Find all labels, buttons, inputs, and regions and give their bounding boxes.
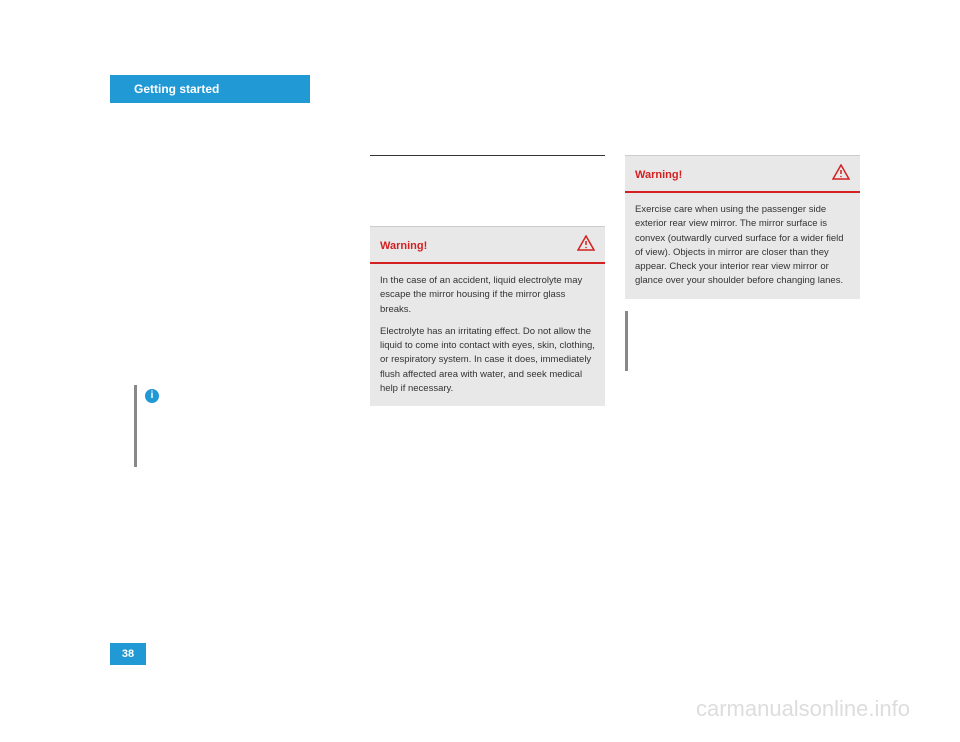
info-icon: i: [145, 389, 159, 403]
page-number: 38: [110, 643, 146, 665]
warning-title: Warning!: [380, 240, 427, 252]
warning-paragraph: Electrolyte has an irritating effect. Do…: [380, 325, 595, 396]
watermark: carmanualsonline.info: [696, 696, 910, 722]
section-divider: [370, 155, 605, 156]
warning-title: Warning!: [635, 169, 682, 181]
warning-header: Warning!: [625, 156, 860, 193]
section-intro: [370, 166, 605, 216]
warning-triangle-icon: [832, 164, 850, 185]
warning-box-electrolyte: Warning! In the case of an accident, liq…: [370, 226, 605, 406]
warning-paragraph: In the case of an accident, liquid elect…: [380, 274, 595, 317]
column-3: Warning! Exercise care when using the pa…: [625, 155, 860, 371]
warning-box-mirror: Warning! Exercise care when using the pa…: [625, 155, 860, 299]
watermark-text: carmanualsonline.info: [696, 696, 910, 721]
page-number-value: 38: [122, 648, 134, 660]
info-box: [625, 311, 860, 371]
warning-header: Warning!: [370, 227, 605, 264]
manual-page: Getting started i Warning!: [70, 75, 890, 665]
warning-triangle-icon: [577, 235, 595, 256]
info-box: i: [134, 385, 369, 467]
section-header-label: Getting started: [134, 82, 219, 96]
section-header-tab: Getting started: [110, 75, 310, 103]
warning-body: Exercise care when using the passenger s…: [625, 193, 860, 299]
warning-body: In the case of an accident, liquid elect…: [370, 264, 605, 406]
column-1: i: [134, 215, 369, 477]
column-2: Warning! In the case of an accident, liq…: [370, 155, 605, 418]
warning-paragraph: Exercise care when using the passenger s…: [635, 203, 850, 289]
info-text: [145, 407, 369, 467]
